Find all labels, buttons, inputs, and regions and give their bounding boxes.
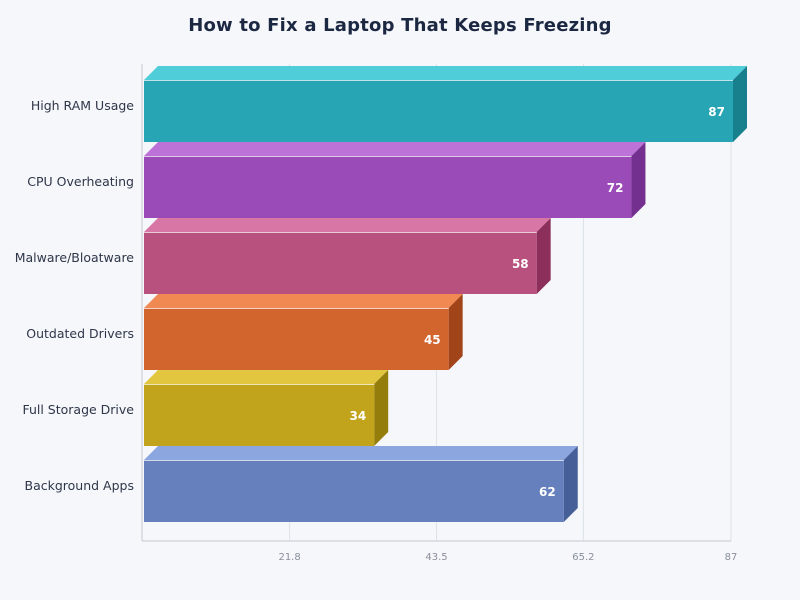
bar-side-face <box>631 142 646 218</box>
bar-front-face <box>144 308 449 370</box>
bar-front-face <box>144 460 564 522</box>
x-tick-label: 87 <box>725 552 738 563</box>
bar-front-face <box>144 384 375 446</box>
category-label: CPU Overheating <box>27 174 134 189</box>
bar-top-face <box>144 218 551 232</box>
bar-side-face <box>563 446 578 522</box>
bar-front-face <box>144 232 537 294</box>
chart-title: How to Fix a Laptop That Keeps Freezing <box>188 15 612 36</box>
category-label: Outdated Drivers <box>26 326 134 341</box>
x-tick-label: 21.8 <box>278 552 300 563</box>
bar-value-label: 34 <box>349 409 366 423</box>
bar-front-face <box>144 80 733 142</box>
x-tick-label: 43.5 <box>425 552 447 563</box>
bar-value-label: 45 <box>424 333 441 347</box>
category-label: High RAM Usage <box>31 98 134 113</box>
bar-top-face <box>144 370 389 384</box>
bar-top-face <box>144 66 747 80</box>
bar-value-label: 58 <box>512 257 529 271</box>
bar-side-face <box>536 218 551 294</box>
bar-side-face <box>374 370 389 446</box>
bar-front-face <box>144 156 632 218</box>
category-label: Background Apps <box>25 478 134 493</box>
bar-side-face <box>448 294 463 370</box>
category-label: Full Storage Drive <box>22 402 134 417</box>
bar-top-face <box>144 294 463 308</box>
bar-top-face <box>144 142 646 156</box>
bar-value-label: 87 <box>708 105 725 119</box>
bar-side-face <box>733 66 747 142</box>
category-label: Malware/Bloatware <box>15 250 135 265</box>
bar-value-label: 72 <box>607 181 624 195</box>
bar-value-label: 62 <box>539 485 556 499</box>
x-tick-label: 65.2 <box>572 552 594 563</box>
bar-top-face <box>144 446 578 460</box>
